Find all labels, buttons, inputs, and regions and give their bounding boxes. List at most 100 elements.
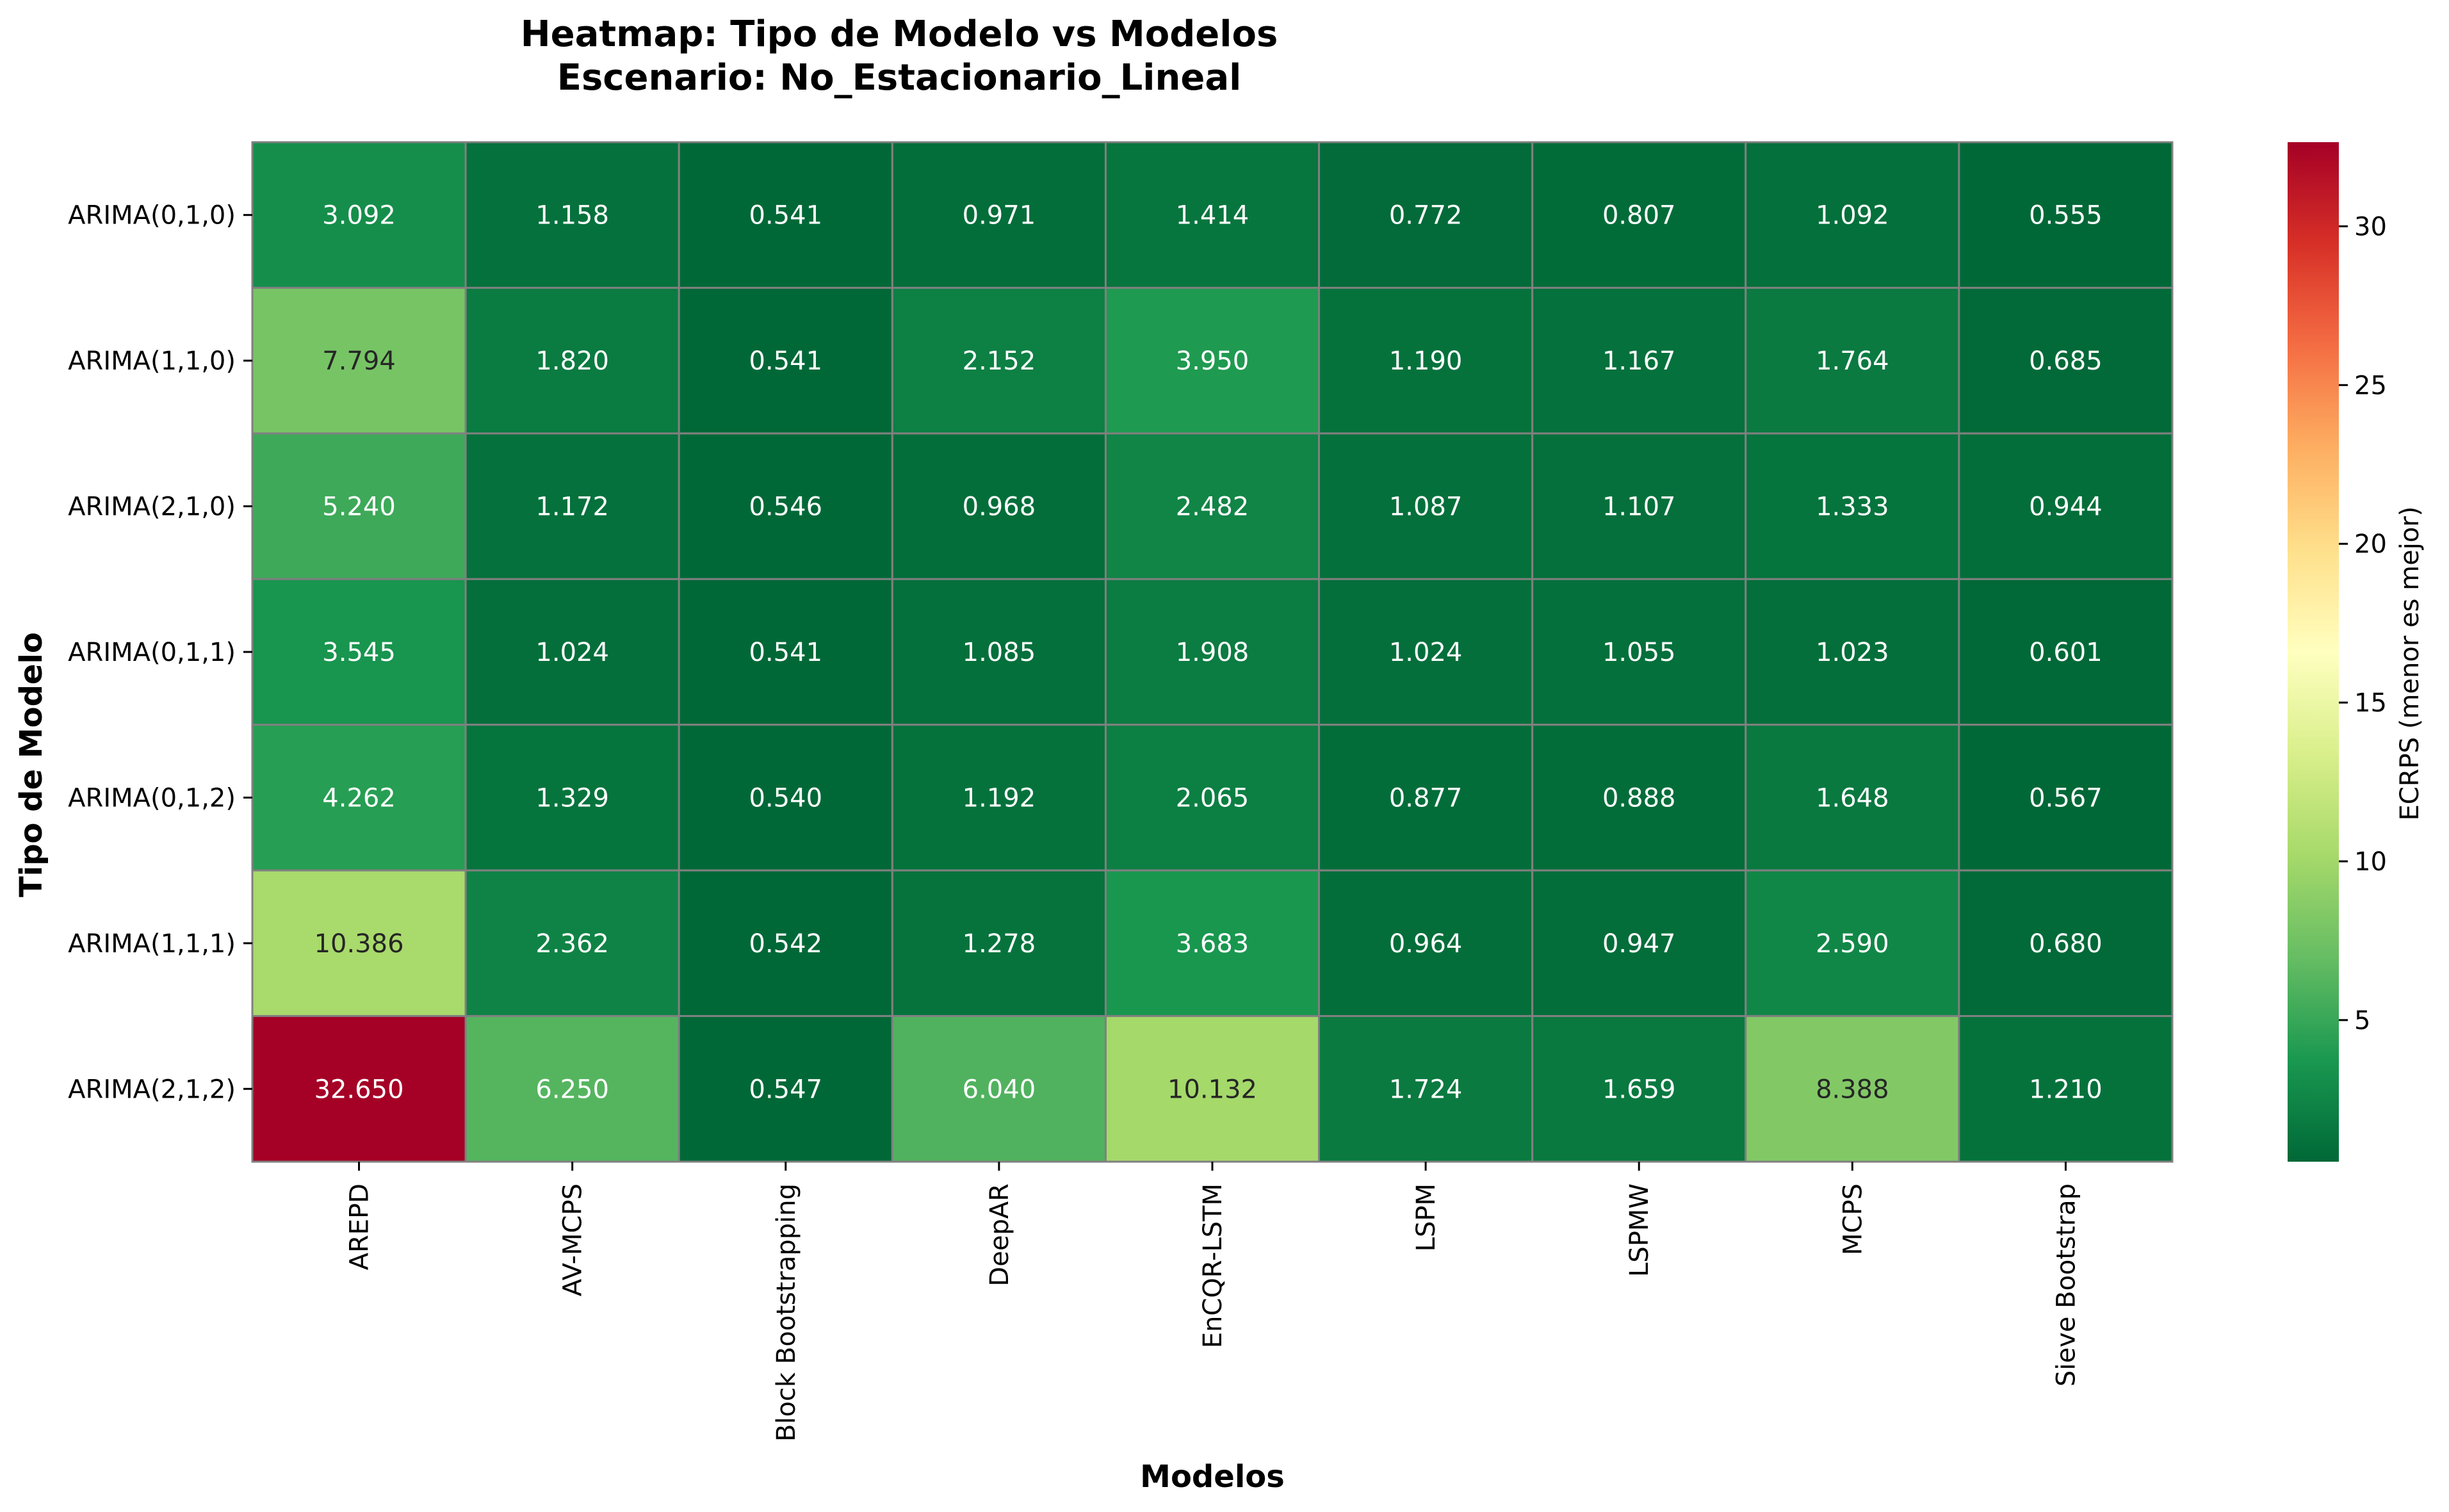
heatmap-cell [1745, 869, 1960, 1018]
cell-value-label: 0.555 [2029, 201, 2103, 231]
heatmap-cell [1958, 286, 2174, 435]
x-tick-label: Sieve Bootstrap [2051, 1183, 2081, 1386]
cell-value-label: 0.541 [749, 638, 823, 667]
x-tick-label: AREPD [345, 1183, 375, 1270]
y-tick-label: ARIMA(1,1,0) [68, 346, 236, 376]
cell-value-label: 2.362 [535, 929, 609, 959]
heatmap-cell [1318, 869, 1534, 1018]
cell-value-label: 2.590 [1816, 929, 1889, 959]
cell-value-label: 1.210 [2029, 1075, 2103, 1104]
cell-value-label: 1.092 [1816, 201, 1889, 231]
y-tick-label: ARIMA(0,1,0) [68, 201, 236, 231]
colorbar-tick-label: 25 [2354, 371, 2387, 400]
x-tick-label: Block Bootstrapping [772, 1183, 801, 1442]
x-axis-label: Modelos [1140, 1459, 1285, 1495]
cell-value-label: 0.541 [749, 346, 823, 376]
cell-value-label: 1.329 [535, 783, 609, 813]
cell-value-label: 0.685 [2029, 346, 2103, 376]
cell-value-label: 8.388 [1816, 1075, 1889, 1104]
heatmap-cell [891, 724, 1107, 872]
cell-value-label: 1.055 [1602, 638, 1676, 667]
heatmap-cell [678, 432, 893, 580]
cell-value-label: 0.888 [1602, 783, 1676, 813]
cell-value-label: 1.659 [1602, 1075, 1676, 1104]
cell-value-label: 1.333 [1816, 492, 1889, 522]
cell-value-label: 3.545 [322, 638, 396, 667]
cell-value-label: 0.567 [2029, 783, 2103, 813]
cell-value-label: 1.172 [535, 492, 609, 522]
heatmap-cell [464, 578, 680, 726]
y-tick-label: ARIMA(0,1,2) [68, 783, 236, 813]
cell-value-label: 0.541 [749, 201, 823, 231]
cell-value-label: 3.950 [1176, 346, 1249, 376]
heatmap-cell [678, 286, 893, 435]
colorbar-tick-label: 15 [2354, 688, 2387, 718]
x-tick-label: LSPM [1412, 1183, 1441, 1251]
heatmap-cell [464, 432, 680, 580]
cell-value-label: 5.240 [322, 492, 396, 522]
y-tick-label: ARIMA(0,1,1) [68, 638, 236, 667]
cell-value-label: 1.190 [1389, 346, 1463, 376]
cell-value-label: 0.944 [2029, 492, 2103, 522]
heatmap-cell [891, 432, 1107, 580]
heatmap-cell [1104, 1015, 1321, 1163]
chart-title: Heatmap: Tipo de Modelo vs Modelos [521, 13, 1278, 55]
heatmap-cell [1104, 869, 1321, 1018]
cell-value-label: 1.024 [535, 638, 609, 667]
x-tick-label: DeepAR [985, 1183, 1014, 1287]
x-tick-label: EnCQR-LSTM [1198, 1183, 1228, 1348]
cell-value-label: 1.648 [1816, 783, 1889, 813]
heatmap-cell [1104, 141, 1321, 289]
cell-value-label: 10.132 [1168, 1075, 1257, 1104]
chart-subtitle: Escenario: No_Estacionario_Lineal [557, 57, 1242, 99]
heatmap-cell [251, 141, 467, 289]
cell-value-label: 1.085 [963, 638, 1036, 667]
heatmap-cell [1531, 724, 1747, 872]
heatmap-cell [678, 724, 893, 872]
heatmap-cells: 3.092 1.158 0.541 0.971 1.414 0.772 0.807 1.092… [251, 141, 2174, 1163]
heatmap-cell [1531, 1015, 1747, 1163]
y-tick-label: ARIMA(1,1,1) [68, 929, 236, 959]
y-tick-label: ARIMA(2,1,0) [68, 492, 236, 522]
cell-value-label: 7.794 [322, 346, 396, 376]
cell-value-label: 0.807 [1602, 201, 1676, 231]
cell-value-label: 0.540 [749, 783, 823, 813]
cell-value-label: 1.024 [1389, 638, 1463, 667]
heatmap-cell [1958, 578, 2174, 726]
heatmap-cell [1958, 432, 2174, 580]
heatmap-cell [1958, 724, 2174, 872]
cell-value-label: 0.772 [1389, 201, 1463, 231]
cell-value-label: 0.680 [2029, 929, 2103, 959]
x-axis-ticks: AREPD AV-MCPS Block Bootstrapping DeepAR EnC… [345, 1162, 2081, 1442]
colorbar-gradient [2288, 142, 2339, 1162]
cell-value-label: 6.250 [535, 1075, 609, 1104]
cell-value-label: 0.964 [1389, 929, 1463, 959]
x-tick-label: LSPMW [1625, 1183, 1654, 1277]
heatmap-cell [1104, 286, 1321, 435]
heatmap-cell [464, 1015, 680, 1163]
heatmap-cell [1318, 286, 1534, 435]
heatmap-cell [891, 869, 1107, 1018]
cell-value-label: 1.764 [1816, 346, 1889, 376]
heatmap-cell [1318, 724, 1534, 872]
colorbar-label: ECRPS (menor es mejor) [2395, 507, 2425, 821]
cell-value-label: 1.724 [1389, 1075, 1463, 1104]
heatmap-cell [891, 578, 1107, 726]
cell-value-label: 0.601 [2029, 638, 2103, 667]
cell-value-label: 0.971 [963, 201, 1036, 231]
cell-value-label: 0.542 [749, 929, 823, 959]
cell-value-label: 0.947 [1602, 929, 1676, 959]
cell-value-label: 1.107 [1602, 492, 1676, 522]
heatmap-cell [891, 286, 1107, 435]
cell-value-label: 1.023 [1816, 638, 1889, 667]
heatmap-cell [1745, 286, 1960, 435]
heatmap-cell [1531, 286, 1747, 435]
heatmap-cell [251, 724, 467, 872]
cell-value-label: 1.820 [535, 346, 609, 376]
heatmap-cell [678, 869, 893, 1018]
cell-value-label: 1.167 [1602, 346, 1676, 376]
cell-value-label: 10.386 [314, 929, 404, 959]
heatmap-cell [251, 869, 467, 1018]
heatmap-cell [678, 141, 893, 289]
x-tick-label: AV-MCPS [558, 1183, 588, 1296]
